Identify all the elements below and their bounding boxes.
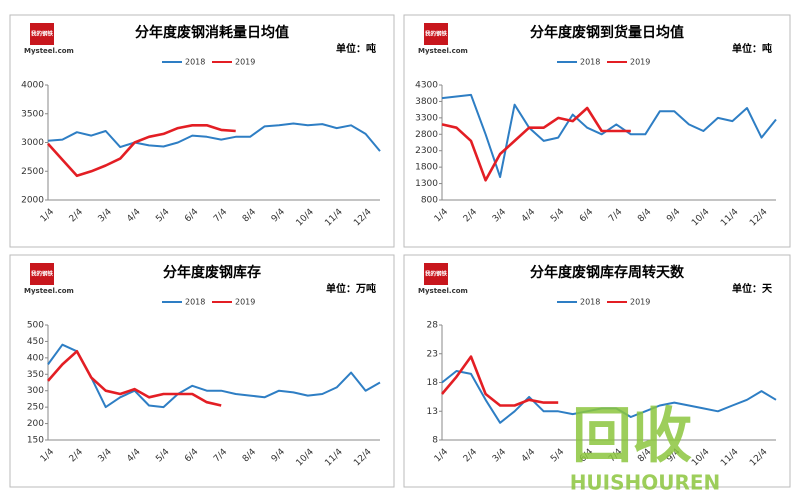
logo-mark: 我的钢铁 [31, 30, 54, 38]
y-tick-label: 200 [27, 419, 44, 429]
y-tick-label: 4000 [21, 81, 44, 91]
legend-label: 2018 [185, 58, 205, 67]
y-tick-label: 3300 [415, 113, 438, 123]
y-tick-label: 3500 [21, 109, 44, 119]
chart-title: 分年度废钢到货量日均值 [530, 24, 684, 41]
unit-label: 单位：天 [732, 282, 773, 295]
legend-label: 2019 [235, 58, 255, 67]
legend-label: 2018 [580, 298, 600, 307]
y-tick-label: 28 [427, 321, 439, 331]
y-tick-label: 3000 [21, 138, 44, 148]
legend-label: 2018 [580, 58, 600, 67]
panel-border [9, 14, 395, 248]
y-tick-label: 150 [27, 436, 44, 446]
logo-site: Mysteel.com [418, 47, 468, 55]
y-tick-label: 3800 [415, 97, 438, 107]
y-tick-label: 2500 [21, 167, 44, 177]
legend-label: 2019 [630, 58, 650, 67]
y-tick-label: 350 [27, 370, 44, 380]
unit-label: 单位：万吨 [326, 282, 376, 295]
y-tick-label: 13 [427, 407, 438, 417]
y-tick-label: 2800 [415, 130, 438, 140]
y-tick-label: 250 [27, 403, 44, 413]
logo-mark-bg [30, 263, 54, 285]
series-line [441, 106, 631, 182]
series-line [47, 122, 381, 152]
panel-border [403, 14, 791, 248]
y-tick-label: 800 [421, 196, 438, 206]
y-tick-label: 23 [427, 349, 438, 359]
logo-site: Mysteel.com [418, 287, 468, 295]
panel-border [9, 254, 395, 488]
panel-border [403, 254, 791, 488]
series-line [47, 350, 222, 407]
logo-mark-bg [30, 23, 54, 45]
logo-mark-bg [424, 263, 448, 285]
unit-label: 单位：吨 [732, 42, 772, 55]
legend-label: 2019 [630, 298, 650, 307]
y-tick-label: 1300 [415, 179, 438, 189]
series-line [441, 93, 777, 178]
y-tick-label: 2000 [21, 196, 44, 206]
y-tick-label: 400 [27, 353, 44, 363]
y-tick-label: 300 [27, 386, 44, 396]
series-line [441, 355, 559, 407]
y-tick-label: 1800 [415, 163, 438, 173]
series-line [47, 343, 381, 409]
watermark-big: 回收 [572, 402, 692, 472]
logo-site: Mysteel.com [24, 287, 74, 295]
y-tick-label: 500 [27, 321, 44, 331]
logo-site: Mysteel.com [24, 47, 74, 55]
chart-title: 分年度废钢消耗量日均值 [135, 24, 289, 41]
logo-mark-bg [424, 23, 448, 45]
series-line [47, 124, 236, 178]
watermark-small: HUISHOUREN [570, 471, 721, 495]
logo-mark: 我的钢铁 [425, 30, 448, 38]
legend-label: 2018 [185, 298, 205, 307]
y-tick-label: 18 [427, 378, 439, 388]
logo-mark: 我的钢铁 [425, 270, 448, 278]
chart-title: 分年度废钢库存 [163, 264, 261, 281]
y-tick-label: 2300 [415, 146, 438, 156]
legend-label: 2019 [235, 298, 255, 307]
unit-label: 单位：吨 [336, 42, 376, 55]
y-tick-label: 8 [432, 436, 438, 446]
chart-title: 分年度废钢库存周转天数 [530, 264, 685, 281]
y-tick-label: 4300 [415, 81, 438, 91]
series-line [441, 370, 777, 424]
y-tick-label: 450 [27, 337, 44, 347]
logo-mark: 我的钢铁 [31, 270, 54, 278]
